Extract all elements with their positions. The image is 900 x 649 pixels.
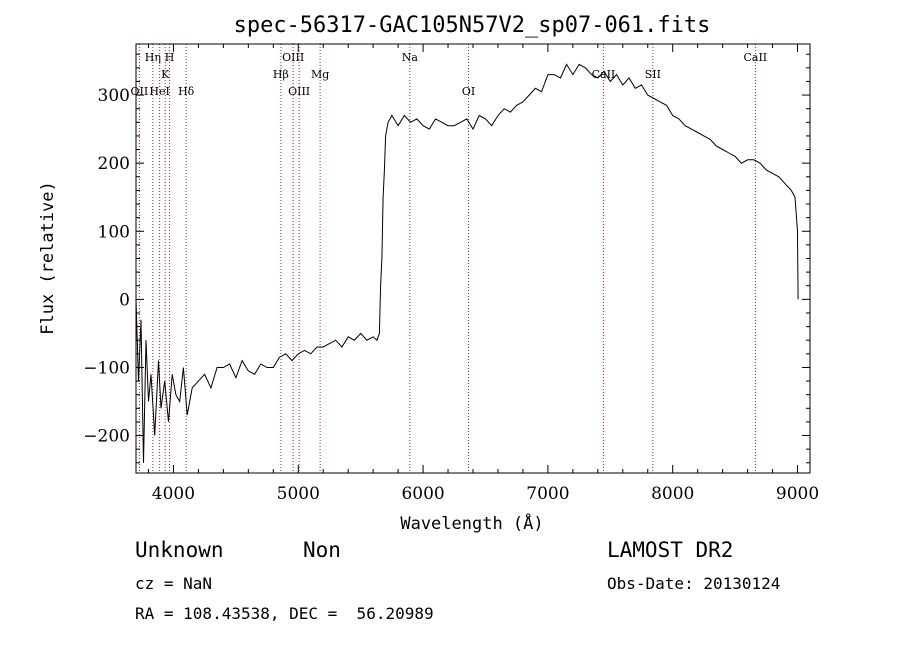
x-tick-label: 7000	[526, 484, 569, 504]
spectral-line-label: OI	[462, 85, 475, 98]
y-tick-label: −200	[83, 427, 130, 447]
y-axis-label: Flux (relative)	[38, 181, 58, 335]
x-axis-label: Wavelength (Å)	[400, 512, 543, 534]
spectral-line-label: K	[161, 68, 170, 81]
spectral-line-label: OIII	[282, 51, 304, 64]
x-axis-ticks: 4000 5000 6000 7000 8000 9000	[147, 44, 819, 504]
chart-title: spec-56317-GAC105N57V2_sp07-061.fits	[234, 13, 711, 38]
y-tick-label: 300	[98, 86, 130, 106]
x-tick-label: 4000	[152, 484, 195, 504]
spectral-line-label: Na	[402, 51, 419, 64]
object-subclass: Non	[303, 538, 341, 562]
spectral-line-label: Hδ	[178, 85, 195, 98]
spectral-line-label: Hβ	[273, 68, 289, 81]
y-tick-label: 100	[98, 222, 130, 242]
spectral-line-label: HeI	[149, 85, 169, 98]
spectral-line-label: OII	[131, 85, 149, 98]
x-tick-label: 9000	[776, 484, 819, 504]
spectral-line-markers	[138, 44, 756, 473]
spectral-line-label: CaII	[743, 51, 767, 64]
spectral-line-label: CaII	[592, 68, 616, 81]
redshift-readout: cz = NaN	[135, 574, 213, 593]
y-axis-ticks: −200 −100 0 100 200 300	[83, 53, 810, 464]
spectral-line-label: Mg	[311, 68, 329, 81]
survey-name: LAMOST DR2	[607, 538, 734, 562]
spectral-line-label: SII	[645, 68, 661, 81]
x-tick-label: 6000	[401, 484, 444, 504]
coordinates-readout: RA = 108.43538, DEC = 56.20989	[135, 604, 434, 623]
y-tick-label: −100	[83, 358, 130, 378]
spectrum-line	[135, 63, 799, 463]
spectral-line-label: H	[165, 51, 175, 64]
x-tick-label: 5000	[277, 484, 320, 504]
plot-frame	[135, 43, 811, 474]
y-tick-label: 200	[98, 154, 130, 174]
y-tick-label: 0	[119, 290, 130, 310]
object-class: Unknown	[135, 538, 224, 562]
x-tick-label: 8000	[651, 484, 694, 504]
observation-date: Obs-Date: 20130124	[607, 574, 781, 593]
spectral-line-label: Hη	[145, 51, 161, 64]
spectral-line-label: OIII	[288, 85, 310, 98]
